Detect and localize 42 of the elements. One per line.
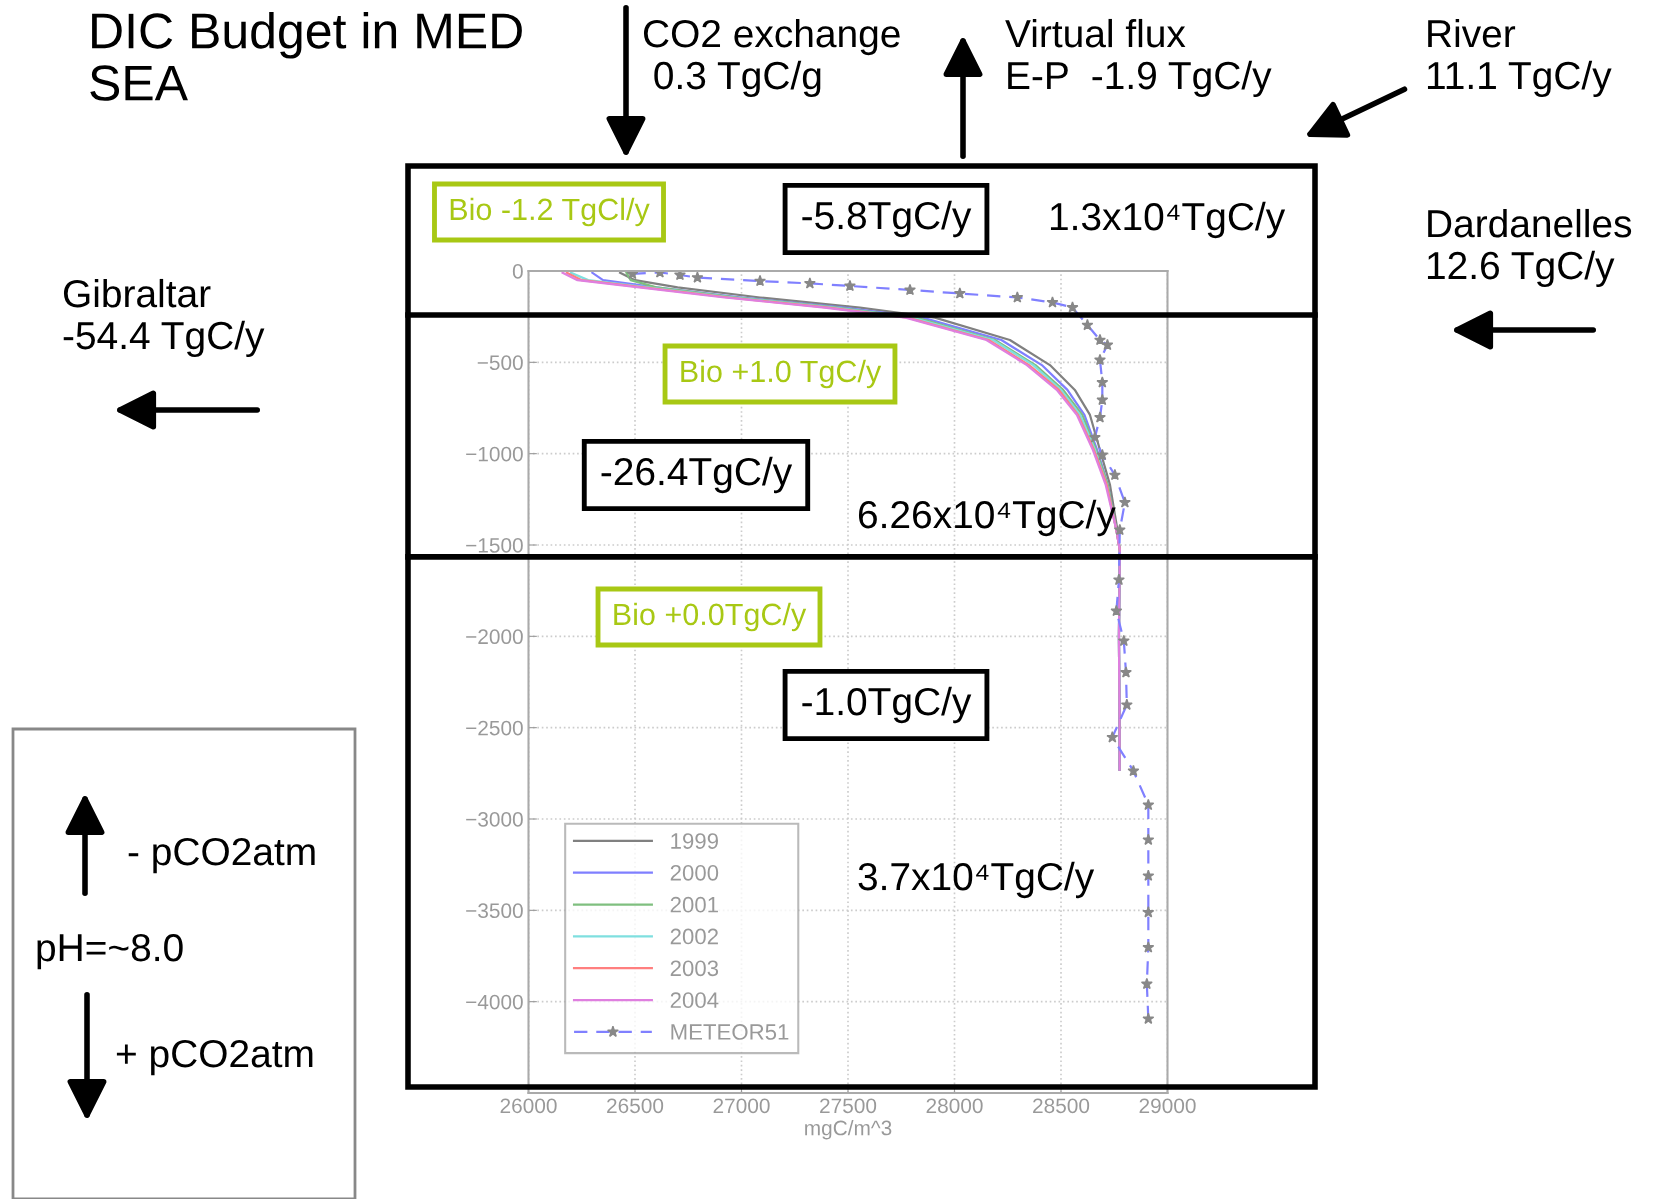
x-tick-label: 27000 bbox=[713, 1098, 770, 1114]
annotation: -26.4TgC/y bbox=[601, 456, 793, 494]
y-tick-label: −3500 bbox=[466, 903, 523, 919]
annotation: 6.26x10⁴TgC/y bbox=[858, 499, 1116, 537]
y-tick-label: 0 bbox=[512, 264, 523, 279]
text: River 11.1 TgC/y bbox=[1427, 18, 1612, 98]
text: Bio -1.2 TgCl/y bbox=[450, 197, 650, 227]
x-tick-label: 28000 bbox=[926, 1098, 983, 1114]
y-tick-label: −4000 bbox=[466, 994, 523, 1010]
legend-label: 2002 bbox=[670, 928, 718, 945]
legend-label: METEOR51 bbox=[671, 1024, 789, 1040]
annotation: -1.0TgC/y bbox=[802, 686, 972, 724]
text: CO2 exchange 0.3 TgC/g bbox=[643, 18, 900, 98]
x-axis-title: mgC/m^3 bbox=[805, 1120, 892, 1140]
legend-label: 2000 bbox=[670, 864, 719, 881]
legend-label: 2004 bbox=[670, 992, 719, 1009]
y-tick-label: −2500 bbox=[466, 720, 523, 736]
legend-label: 1999 bbox=[671, 833, 718, 849]
x-tick-label: 27500 bbox=[820, 1098, 877, 1114]
chart-title: DIC Budget in MED SEA bbox=[90, 12, 522, 101]
x-tick-label: 26000 bbox=[500, 1098, 557, 1114]
x-tick-label: 29000 bbox=[1139, 1098, 1196, 1114]
y-tick-label: −2000 bbox=[466, 629, 523, 645]
text: Virtual flux E-P -1.9 TgC/y bbox=[1005, 18, 1272, 98]
annotation: 3.7x10⁴TgC/y bbox=[858, 861, 1095, 899]
text: - pCO2atm bbox=[128, 837, 315, 874]
text: 1.3x10⁴TgC/y bbox=[1050, 201, 1286, 239]
legend-label: 2001 bbox=[670, 896, 718, 913]
y-tick-label: −500 bbox=[477, 355, 523, 371]
text: -5.8TgC/y bbox=[802, 200, 972, 238]
text: pH=~8.0 bbox=[37, 933, 183, 970]
text: Gibraltar -54.4 TgC/y bbox=[63, 278, 265, 358]
y-tick-label: −3000 bbox=[466, 812, 523, 827]
text: + pCO2atm bbox=[116, 1039, 313, 1076]
y-tick-label: −1500 bbox=[466, 538, 523, 553]
x-tick-label: 28500 bbox=[1033, 1098, 1090, 1114]
legend-label: 2003 bbox=[670, 960, 719, 977]
annotation: Bio +0.0TgC/y bbox=[614, 602, 807, 632]
x-tick-label: 26500 bbox=[607, 1098, 664, 1114]
y-tick-label: −1000 bbox=[466, 446, 523, 462]
text: Dardanelles 12.6 TgC/y bbox=[1427, 208, 1632, 288]
annotation: Bio +1.0 TgC/y bbox=[681, 359, 882, 389]
